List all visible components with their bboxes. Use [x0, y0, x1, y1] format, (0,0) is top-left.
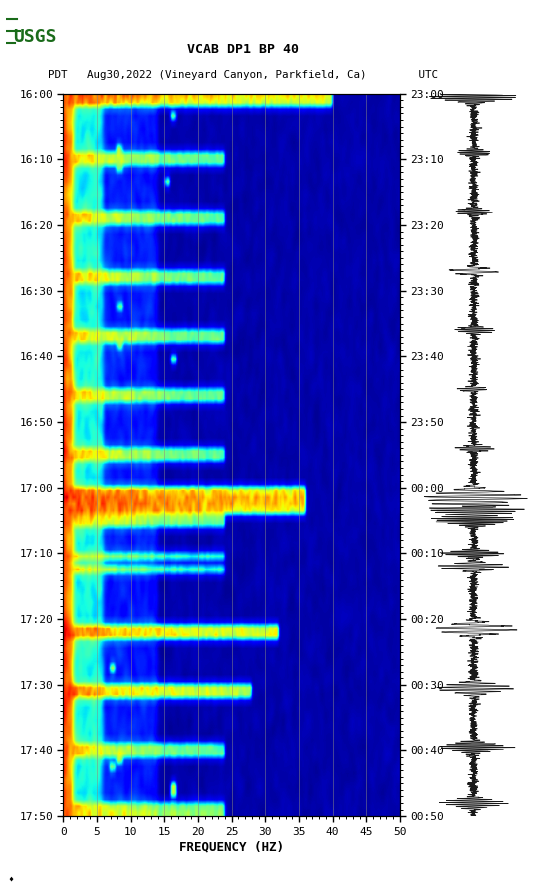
Text: VCAB DP1 BP 40: VCAB DP1 BP 40: [187, 43, 299, 56]
Text: USGS: USGS: [14, 28, 57, 45]
X-axis label: FREQUENCY (HZ): FREQUENCY (HZ): [179, 841, 284, 854]
Text: ♦: ♦: [8, 874, 13, 883]
Text: PDT   Aug30,2022 (Vineyard Canyon, Parkfield, Ca)        UTC: PDT Aug30,2022 (Vineyard Canyon, Parkfie…: [48, 70, 438, 80]
